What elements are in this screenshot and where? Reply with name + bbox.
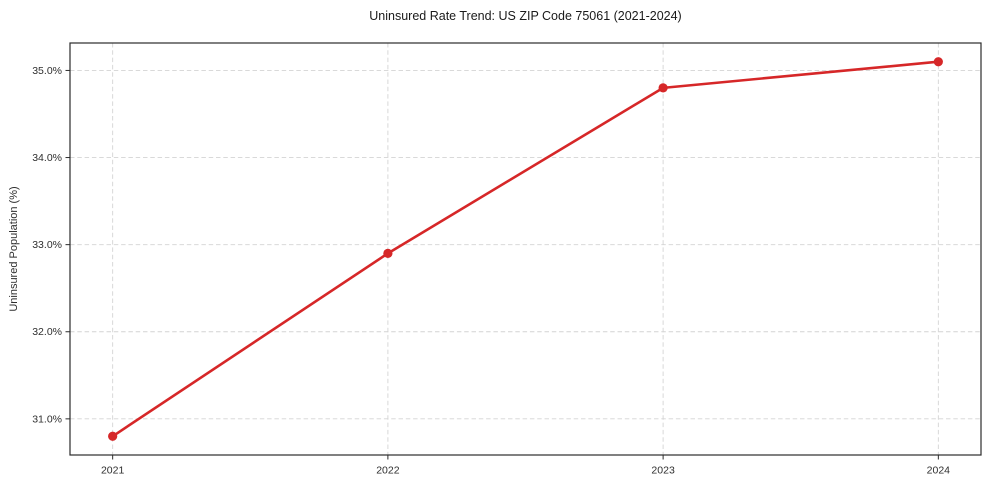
- y-tick-label: 34.0%: [32, 152, 62, 164]
- data-point: [933, 57, 943, 67]
- y-tick-label: 32.0%: [32, 326, 62, 338]
- x-tick-label: 2023: [651, 465, 675, 477]
- data-point: [658, 83, 668, 93]
- x-tick-label: 2024: [927, 465, 951, 477]
- x-tick-label: 2021: [101, 465, 125, 477]
- y-axis-label: Uninsured Population (%): [8, 186, 20, 312]
- plot-border: [69, 42, 982, 456]
- trend-line: [111, 60, 940, 438]
- y-tick-label: 33.0%: [32, 239, 62, 251]
- x-tick-label: 2022: [376, 465, 400, 477]
- chart-title: Uninsured Rate Trend: US ZIP Code 75061 …: [369, 9, 682, 23]
- data-point: [108, 431, 118, 441]
- data-point: [383, 248, 393, 258]
- y-tick-label: 35.0%: [32, 65, 62, 77]
- y-tick-label: 31.0%: [32, 413, 62, 425]
